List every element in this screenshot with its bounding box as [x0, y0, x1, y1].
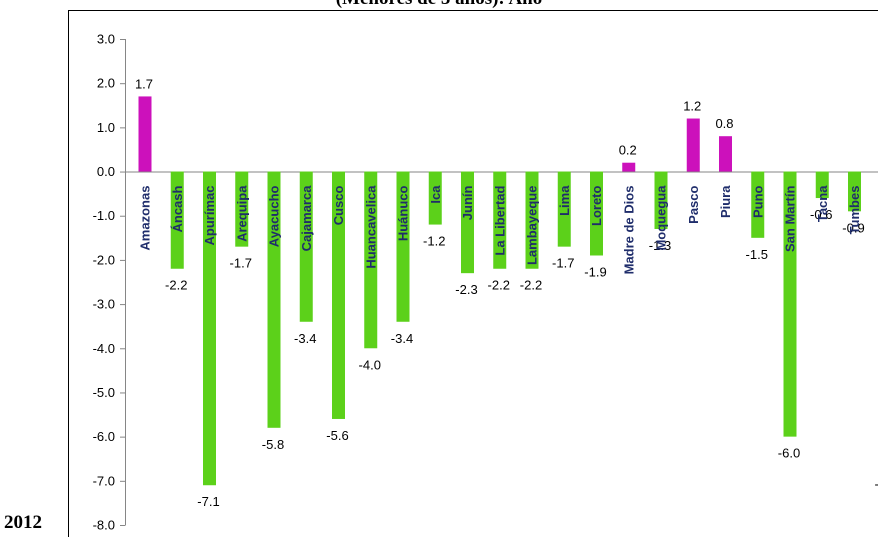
bar [138, 96, 152, 172]
data-label: -6.7 [875, 477, 878, 492]
y-tick-label: -4.0 [93, 341, 115, 356]
bar [783, 171, 797, 437]
bar [364, 171, 378, 349]
category-label: Huánuco [396, 185, 411, 241]
data-label: -5.8 [262, 437, 284, 452]
category-label: Ica [428, 185, 443, 204]
data-label: 1.7 [135, 76, 153, 91]
chart-frame [68, 10, 878, 537]
bar [170, 171, 184, 269]
bar [235, 171, 249, 247]
bar [557, 171, 571, 247]
category-label: Arequipa [234, 185, 249, 242]
category-label: Loreto [589, 185, 604, 226]
data-label: -4.0 [359, 357, 381, 372]
y-tick-label: -3.0 [93, 297, 115, 312]
data-label: -1.5 [746, 247, 768, 262]
category-label: Madre de Dios [621, 186, 636, 275]
data-label: 0.2 [619, 143, 637, 158]
data-label: -0.9 [842, 220, 864, 235]
bar [686, 118, 700, 172]
year-label: 2012 [4, 512, 42, 533]
y-tick-label: 1.0 [97, 120, 115, 135]
data-label: 1.2 [683, 99, 701, 114]
category-label: Moquegua [654, 185, 669, 251]
bar [525, 171, 539, 269]
y-tick-label: -2.0 [93, 252, 115, 267]
category-label: Piura [718, 185, 733, 218]
category-label: Tacna [815, 185, 830, 222]
y-tick-label: 3.0 [97, 32, 115, 47]
category-label: Huancavelica [363, 185, 378, 269]
y-tick-label: 2.0 [97, 76, 115, 91]
data-label: -7.1 [197, 494, 219, 509]
data-label: 0.8 [715, 116, 733, 131]
category-label: San Martín [783, 186, 798, 253]
category-label: Pasco [686, 185, 701, 223]
data-label: -1.9 [584, 264, 606, 279]
bar [719, 136, 732, 172]
category-label: Lambayeque [525, 186, 540, 265]
category-label: Lima [557, 185, 572, 216]
data-label: -1.7 [552, 256, 574, 271]
bar [590, 171, 603, 256]
bar [203, 171, 216, 486]
category-label: Junín [460, 185, 475, 220]
data-label: -2.2 [488, 278, 510, 293]
bar [815, 171, 829, 199]
data-label: -5.6 [326, 428, 348, 443]
category-label: Apurímac [202, 186, 217, 246]
y-tick-label: -5.0 [93, 385, 115, 400]
category-label: Ayacucho [267, 185, 282, 247]
y-tick-label: -8.0 [93, 518, 115, 533]
data-label: -1.2 [423, 234, 445, 249]
y-tick-label: -6.0 [93, 429, 115, 444]
bar [848, 171, 861, 212]
bar [461, 171, 474, 274]
category-label: Puno [750, 185, 765, 218]
bar [299, 171, 313, 322]
bar [396, 171, 410, 322]
data-label: -3.4 [391, 331, 413, 346]
data-label: -1.3 [649, 238, 671, 253]
bar [428, 171, 442, 225]
category-label: Tumbes [847, 186, 862, 235]
bar [267, 171, 281, 428]
category-label: Amazonas [138, 186, 153, 251]
bar [332, 171, 345, 419]
data-label: -0.6 [810, 207, 832, 222]
data-label: -1.7 [230, 256, 252, 271]
y-tick-label: 0.0 [97, 164, 115, 179]
y-tick-label: -1.0 [93, 208, 115, 223]
y-tick-label: -7.0 [93, 473, 115, 488]
chart-title: (Menores de 5 años): Año [0, 0, 878, 10]
category-label: Cajamarca [299, 185, 314, 252]
category-label: Áncash [170, 185, 185, 232]
bar [751, 171, 765, 238]
category-label: Cusco [331, 185, 346, 225]
data-label: -2.3 [455, 282, 477, 297]
data-label: -3.4 [294, 331, 316, 346]
data-label: -6.0 [778, 446, 800, 461]
bar [654, 171, 668, 229]
data-label: -2.2 [520, 278, 542, 293]
bar [622, 162, 636, 172]
data-label: -2.2 [165, 278, 187, 293]
category-label: La Libertad [492, 185, 507, 255]
bar [493, 171, 507, 269]
